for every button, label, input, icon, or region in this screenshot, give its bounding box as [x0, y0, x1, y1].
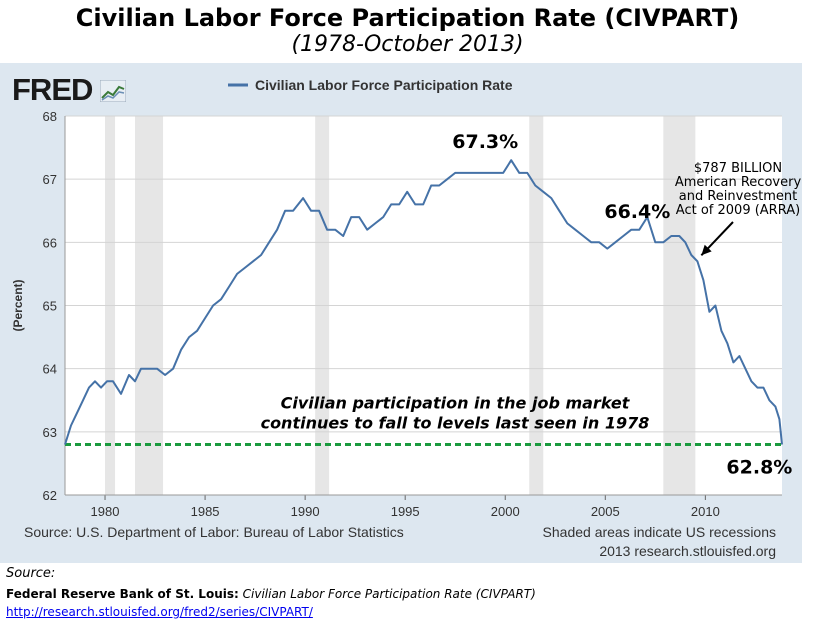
chart-source: Source: U.S. Department of Labor: Bureau… — [24, 524, 404, 540]
annotation-text: $787 BILLION — [694, 161, 782, 176]
x-tick-label: 1995 — [391, 504, 420, 519]
data-label: 67.3% — [452, 131, 518, 153]
annotation-text: and Reinvestment — [679, 189, 797, 204]
x-tick-label: 1990 — [291, 504, 320, 519]
y-tick-label: 66 — [43, 235, 57, 250]
source-label: Source: — [6, 566, 56, 581]
page-subtitle: (1978-October 2013) — [291, 32, 524, 57]
source-publisher: Federal Reserve Bank of St. Louis: — [6, 587, 239, 601]
y-axis-label: (Percent) — [11, 279, 25, 331]
annotation-text: Act of 2009 (ARRA) — [676, 203, 800, 218]
footer: Source: Federal Reserve Bank of St. Loui… — [6, 566, 806, 620]
source-line: Federal Reserve Bank of St. Louis: Civil… — [6, 587, 806, 601]
recession-note: Shaded areas indicate US recessions — [543, 524, 776, 540]
y-tick-label: 67 — [43, 172, 57, 187]
x-tick-label: 2005 — [591, 504, 620, 519]
data-label: 62.8% — [726, 456, 792, 478]
source-link[interactable]: http://research.stlouisfed.org/fred2/ser… — [6, 605, 313, 619]
y-tick-label: 62 — [43, 488, 57, 503]
y-tick-label: 64 — [43, 362, 57, 377]
chart-credit: 2013 research.stlouisfed.org — [599, 543, 776, 559]
annotation-text: American Recovery — [675, 175, 802, 190]
y-tick-label: 65 — [43, 299, 57, 314]
y-tick-label: 68 — [43, 109, 57, 124]
x-tick-label: 1985 — [191, 504, 220, 519]
chart-frame: FRED 62 63 64 65 66 67 68 1980 1985 1990 1995 2000 2… — [0, 63, 802, 563]
series-line — [64, 159, 783, 445]
fred-logo-text: FRED — [12, 72, 93, 107]
chart-note: Civilian participation in the job market — [281, 393, 631, 412]
legend-label: Civilian Labor Force Participation Rate — [255, 77, 513, 93]
page-title: Civilian Labor Force Participation Rate … — [75, 4, 740, 32]
chart-note: continues to fall to levels last seen in… — [261, 413, 650, 432]
x-tick-label: 1980 — [91, 504, 120, 519]
arrow-head — [701, 244, 712, 256]
x-tick-label: 2000 — [491, 504, 520, 519]
chart-svg: 62 63 64 65 66 67 68 1980 1985 1990 1995 2000 2005 20… — [11, 77, 802, 559]
x-tick-label: 2010 — [691, 504, 720, 519]
y-tick-label: 63 — [43, 425, 57, 440]
source-series-name: Civilian Labor Force Participation Rate … — [242, 587, 536, 601]
data-label: 66.4% — [604, 201, 670, 223]
